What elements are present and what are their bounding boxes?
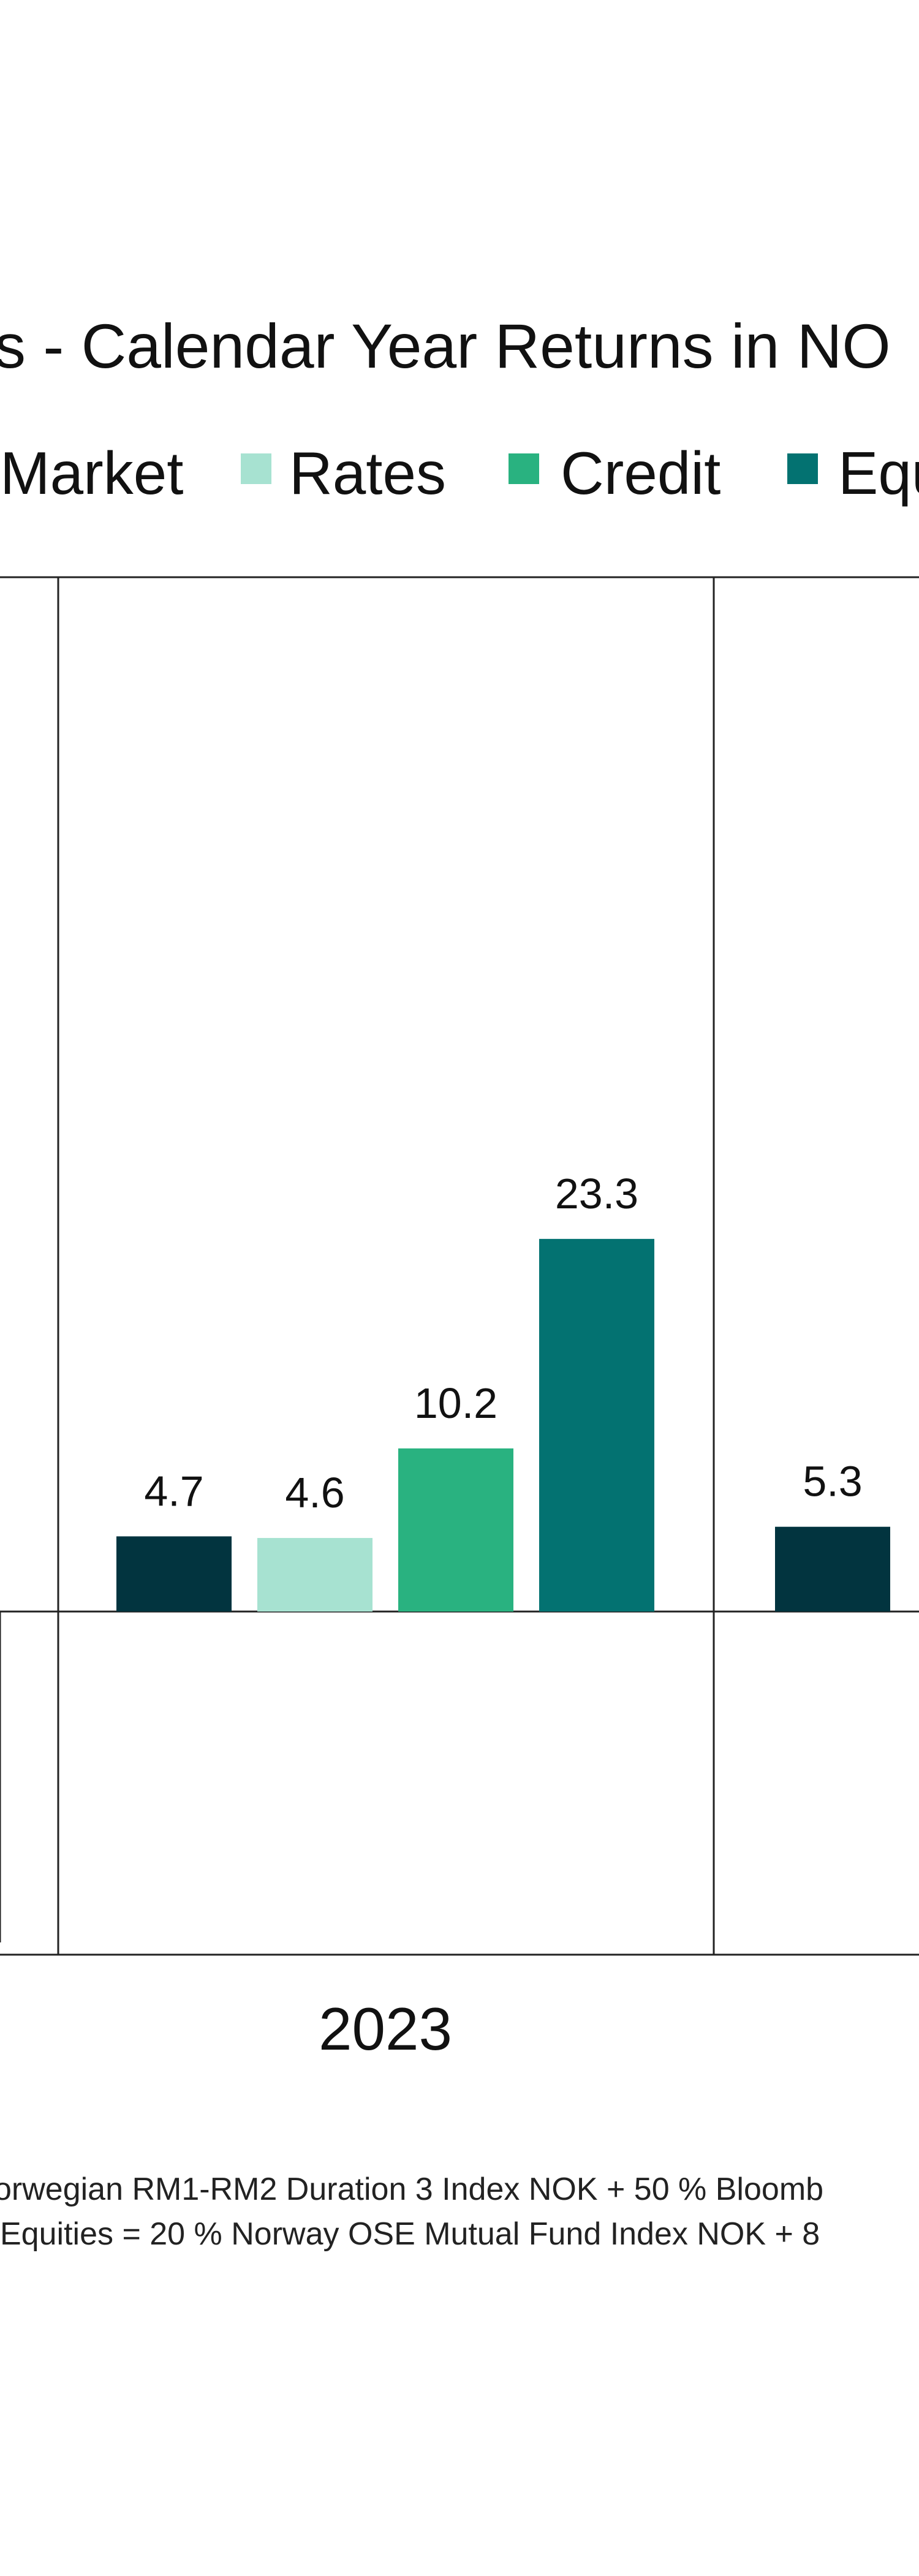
bar-market bbox=[116, 1536, 232, 1612]
bar-credit bbox=[398, 1448, 513, 1612]
footnotes: orwegian RM1-RM2 Duration 3 Index NOK + … bbox=[0, 2172, 823, 2252]
legend-label-market: Market bbox=[0, 439, 184, 507]
legend-label-credit: Credit bbox=[561, 439, 720, 507]
footnote-line: orwegian RM1-RM2 Duration 3 Index NOK + … bbox=[0, 2172, 823, 2207]
bar-value-label: 4.7 bbox=[144, 1467, 203, 1515]
legend-swatch-rates bbox=[241, 453, 271, 484]
footnote-line: Equities = 20 % Norway OSE Mutual Fund I… bbox=[0, 2216, 820, 2252]
bar-rates bbox=[257, 1537, 373, 1612]
bar-equ bbox=[539, 1238, 654, 1612]
legend-swatch-credit bbox=[509, 453, 539, 484]
bars: 4.7 4.6 10.2 23.3 2023 5.3 bbox=[116, 1170, 890, 2063]
x-category-label: 2023 bbox=[319, 1995, 452, 2063]
bar-value-label: 10.2 bbox=[414, 1379, 497, 1427]
legend: Market Rates Credit Equ bbox=[0, 439, 919, 507]
chart-frame bbox=[0, 576, 919, 1956]
bar-value-label: 5.3 bbox=[803, 1458, 862, 1506]
legend-swatch-equ bbox=[787, 453, 818, 484]
legend-label-equ: Equ bbox=[838, 439, 919, 507]
bar-value-label: 23.3 bbox=[555, 1170, 638, 1218]
legend-label-rates: Rates bbox=[289, 439, 446, 507]
bar-market bbox=[775, 1526, 890, 1612]
bar-value-label: 4.6 bbox=[285, 1469, 344, 1517]
chart-title: ss - Calendar Year Returns in NO bbox=[0, 311, 891, 381]
